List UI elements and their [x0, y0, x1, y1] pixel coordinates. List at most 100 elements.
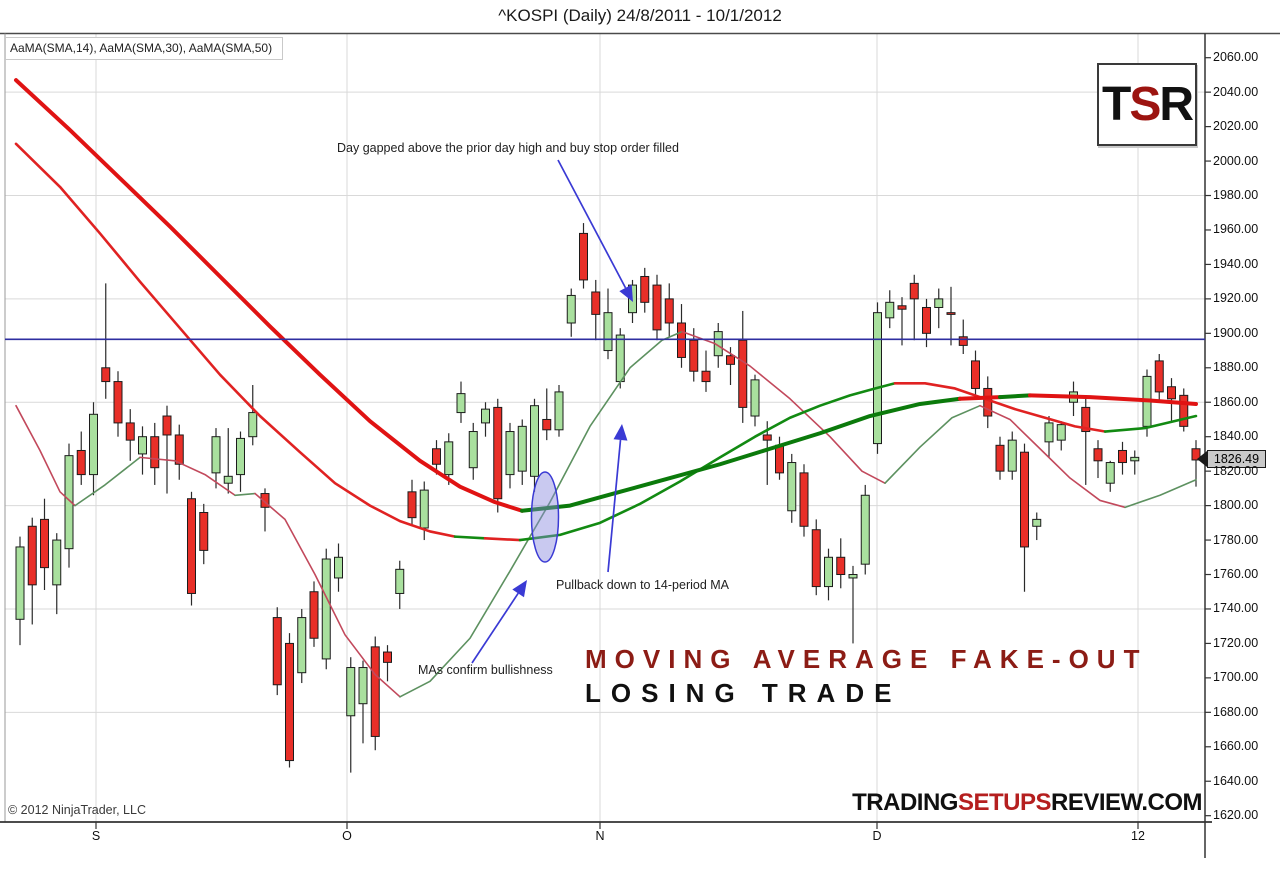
candle-body [664, 298, 674, 324]
ma-line-down [1028, 393, 1198, 406]
ma-line-up [520, 396, 962, 513]
candle-body [566, 294, 576, 324]
candle-body [1007, 439, 1017, 472]
candle-body [542, 418, 552, 431]
ma-line-down [14, 78, 524, 513]
logo-letter-r: R [1159, 78, 1194, 131]
candle-body [321, 558, 331, 660]
candle-body [897, 305, 907, 310]
candle-body [958, 336, 968, 346]
ma-line-down [979, 404, 1126, 509]
ma-line-up [74, 456, 141, 507]
candle-body [407, 491, 417, 519]
candle-body [591, 291, 601, 315]
candle-body [64, 455, 74, 550]
site-brand: TRADINGSETUPSREVIEW.COM [0, 789, 1202, 817]
candle-body [640, 275, 650, 303]
ma-line-down [15, 404, 76, 507]
y-axis-label: 1940.00 [1213, 256, 1259, 271]
logo-letter-t: T [1101, 78, 1131, 131]
y-axis-label: 1800.00 [1213, 498, 1259, 513]
gap-entry-arrow-head [619, 284, 633, 302]
candle-body [983, 387, 993, 417]
candle-body [395, 568, 405, 594]
ma-line-down [14, 142, 457, 538]
logo-letter-s: S [1129, 78, 1161, 131]
candle-body [89, 413, 98, 476]
candle-body [652, 284, 662, 331]
x-axis-label: 12 [1131, 829, 1145, 843]
indicator-label: AaMA(SMA,14), AaMA(SMA,30), AaMA(SMA,50) [5, 37, 284, 60]
candle-body [860, 494, 870, 565]
ma-line-down [254, 492, 401, 698]
candle-body [1056, 424, 1066, 441]
candle-body [836, 556, 846, 576]
candle-body [726, 355, 735, 365]
brand-trading: TRADING [852, 789, 958, 816]
ma-line-down [139, 456, 236, 497]
candle-body [444, 441, 454, 476]
candle-body [579, 232, 588, 281]
candle-body [150, 436, 160, 469]
y-axis-label: 2060.00 [1213, 50, 1259, 65]
candle-body [1044, 422, 1054, 443]
candle-body [432, 448, 441, 465]
ma-line-up [1103, 414, 1198, 433]
candle-body [811, 529, 821, 588]
x-axis-label: S [91, 829, 101, 843]
brand-setups: SETUPS [957, 789, 1052, 816]
ma-line-up [518, 381, 897, 542]
candle-body [248, 412, 258, 438]
candle-body [285, 642, 294, 762]
y-axis-label: 2040.00 [1213, 84, 1259, 99]
gap-entry-arrow [557, 159, 627, 289]
ma-confirm-arrow-head [512, 580, 527, 598]
candle-body [909, 282, 919, 300]
pullback-arrow-head [613, 424, 628, 441]
ma-line-down [893, 381, 1107, 433]
candle-body [1093, 448, 1103, 462]
candle-body [934, 298, 944, 308]
candle-body [15, 546, 25, 620]
last-price-marker: 1826.49 [1197, 450, 1266, 469]
candle-body [1020, 451, 1029, 548]
y-axis-label: 1700.00 [1213, 670, 1259, 685]
y-axis-label: 1900.00 [1213, 325, 1259, 340]
candle-body [1179, 394, 1189, 427]
candle-body [762, 434, 772, 441]
candle-body [101, 367, 111, 383]
candle-body [260, 493, 270, 508]
y-axis-label: 1760.00 [1213, 567, 1259, 581]
candle-body [419, 489, 429, 529]
ma-line-down [483, 537, 522, 542]
y-axis-label: 1920.00 [1213, 291, 1259, 306]
y-axis-label: 1720.00 [1213, 635, 1259, 650]
ninjatrader-copyright: © 2012 NinjaTrader, LLC [8, 803, 146, 817]
y-axis-label: 1660.00 [1213, 739, 1259, 754]
candle-body [775, 444, 784, 474]
x-axis-label: D [872, 829, 882, 843]
candle-body [309, 591, 319, 639]
ma-line-up [453, 535, 487, 540]
ma-line-down [958, 395, 1002, 401]
candle-body [223, 475, 233, 484]
candle-body [187, 498, 196, 594]
candle-body [885, 301, 895, 319]
gap-annotation-text: Day gapped above the prior day high and … [337, 141, 679, 155]
candle-body [995, 444, 1005, 472]
pullback-annotation-text: Pullback down to 14-period MA [556, 578, 730, 592]
candle-body [530, 405, 539, 477]
candle-body [199, 511, 209, 551]
y-axis-label: 1640.00 [1213, 773, 1259, 788]
candle-body [334, 556, 343, 579]
candle-body [603, 312, 613, 352]
ma-line-up [998, 393, 1032, 400]
candle-body [554, 391, 564, 431]
candle-body [481, 408, 490, 424]
candle-body [1081, 406, 1091, 433]
candle-body [971, 360, 980, 389]
candle-body [848, 574, 858, 579]
candle-body [1032, 518, 1042, 527]
candle-body [456, 393, 466, 414]
